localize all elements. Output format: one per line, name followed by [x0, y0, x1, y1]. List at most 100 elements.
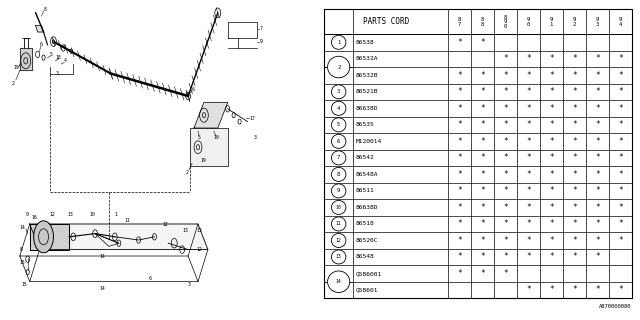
Text: 8
8: 8 8 — [481, 17, 484, 27]
Text: 9
0: 9 0 — [527, 17, 530, 27]
Text: 10: 10 — [336, 205, 342, 210]
Text: 17: 17 — [250, 116, 255, 121]
Text: 5: 5 — [198, 135, 201, 140]
Text: 86548A: 86548A — [356, 172, 379, 177]
Text: *: * — [595, 54, 600, 63]
Circle shape — [332, 134, 346, 148]
Text: *: * — [526, 285, 531, 294]
Text: *: * — [549, 220, 554, 228]
Text: *: * — [595, 203, 600, 212]
Circle shape — [332, 35, 346, 49]
Text: 16: 16 — [32, 215, 37, 220]
Text: *: * — [457, 153, 462, 162]
Text: 9: 9 — [259, 39, 262, 44]
Text: *: * — [480, 236, 484, 245]
Text: *: * — [572, 285, 577, 294]
Text: *: * — [480, 104, 484, 113]
Text: *: * — [457, 236, 462, 245]
Text: 2: 2 — [186, 170, 189, 175]
Text: *: * — [526, 153, 531, 162]
Text: 86538: 86538 — [356, 40, 375, 45]
Text: *: * — [572, 54, 577, 63]
Text: *: * — [503, 236, 508, 245]
Text: *: * — [595, 252, 600, 261]
Text: *: * — [618, 220, 623, 228]
Text: 19: 19 — [14, 65, 20, 70]
Text: *: * — [526, 120, 531, 129]
Text: *: * — [549, 54, 554, 63]
Text: 10: 10 — [89, 212, 95, 217]
Circle shape — [34, 221, 54, 253]
Text: *: * — [618, 120, 623, 129]
Circle shape — [332, 85, 346, 99]
Text: 2: 2 — [337, 65, 340, 69]
Text: 3: 3 — [253, 135, 256, 140]
Text: 9
3: 9 3 — [596, 17, 599, 27]
Text: *: * — [526, 220, 531, 228]
Polygon shape — [36, 26, 44, 32]
Text: *: * — [549, 186, 554, 196]
Text: 8
9
0: 8 9 0 — [504, 15, 507, 29]
Text: *: * — [503, 120, 508, 129]
Text: *: * — [549, 236, 554, 245]
Text: 8: 8 — [337, 172, 340, 177]
Text: *: * — [618, 170, 623, 179]
Text: *: * — [595, 285, 600, 294]
Text: *: * — [480, 153, 484, 162]
Text: 14: 14 — [99, 253, 105, 259]
Text: *: * — [595, 220, 600, 228]
Text: *: * — [549, 153, 554, 162]
Circle shape — [332, 250, 346, 264]
Circle shape — [332, 200, 346, 214]
Text: *: * — [526, 252, 531, 261]
Text: *: * — [549, 120, 554, 129]
Text: 12: 12 — [163, 221, 168, 227]
Text: *: * — [572, 104, 577, 113]
Text: *: * — [526, 170, 531, 179]
Text: *: * — [595, 87, 600, 96]
Text: *: * — [480, 120, 484, 129]
Text: *: * — [503, 104, 508, 113]
Text: 5: 5 — [337, 122, 340, 127]
Text: 1: 1 — [337, 40, 340, 45]
Polygon shape — [29, 224, 69, 250]
Circle shape — [328, 271, 349, 292]
Text: 13: 13 — [196, 228, 202, 233]
Text: M120014: M120014 — [356, 139, 382, 144]
Text: *: * — [595, 186, 600, 196]
Text: *: * — [572, 252, 577, 261]
Text: 14: 14 — [20, 225, 26, 230]
Text: *: * — [503, 137, 508, 146]
Text: *: * — [572, 153, 577, 162]
Text: *: * — [549, 203, 554, 212]
Text: *: * — [503, 186, 508, 196]
Text: *: * — [526, 236, 531, 245]
Text: *: * — [549, 252, 554, 261]
Circle shape — [332, 184, 346, 198]
Text: 6: 6 — [192, 87, 195, 92]
Text: 86535: 86535 — [356, 122, 375, 127]
Text: *: * — [572, 236, 577, 245]
Text: *: * — [526, 137, 531, 146]
Text: *: * — [572, 120, 577, 129]
Text: 15: 15 — [22, 282, 28, 287]
Text: *: * — [618, 153, 623, 162]
Text: *: * — [480, 137, 484, 146]
Text: *: * — [503, 170, 508, 179]
Polygon shape — [194, 102, 228, 128]
Text: *: * — [549, 285, 554, 294]
Text: *: * — [526, 104, 531, 113]
Text: *: * — [457, 137, 462, 146]
Text: 11: 11 — [336, 221, 342, 227]
Text: *: * — [549, 137, 554, 146]
Text: *: * — [457, 38, 462, 47]
Text: A870000080: A870000080 — [599, 304, 632, 309]
Text: *: * — [526, 71, 531, 80]
Text: *: * — [618, 186, 623, 196]
Text: 15: 15 — [20, 260, 26, 265]
Text: 9
1: 9 1 — [550, 17, 553, 27]
Text: *: * — [595, 137, 600, 146]
Text: *: * — [526, 186, 531, 196]
Text: *: * — [572, 170, 577, 179]
Text: *: * — [618, 137, 623, 146]
